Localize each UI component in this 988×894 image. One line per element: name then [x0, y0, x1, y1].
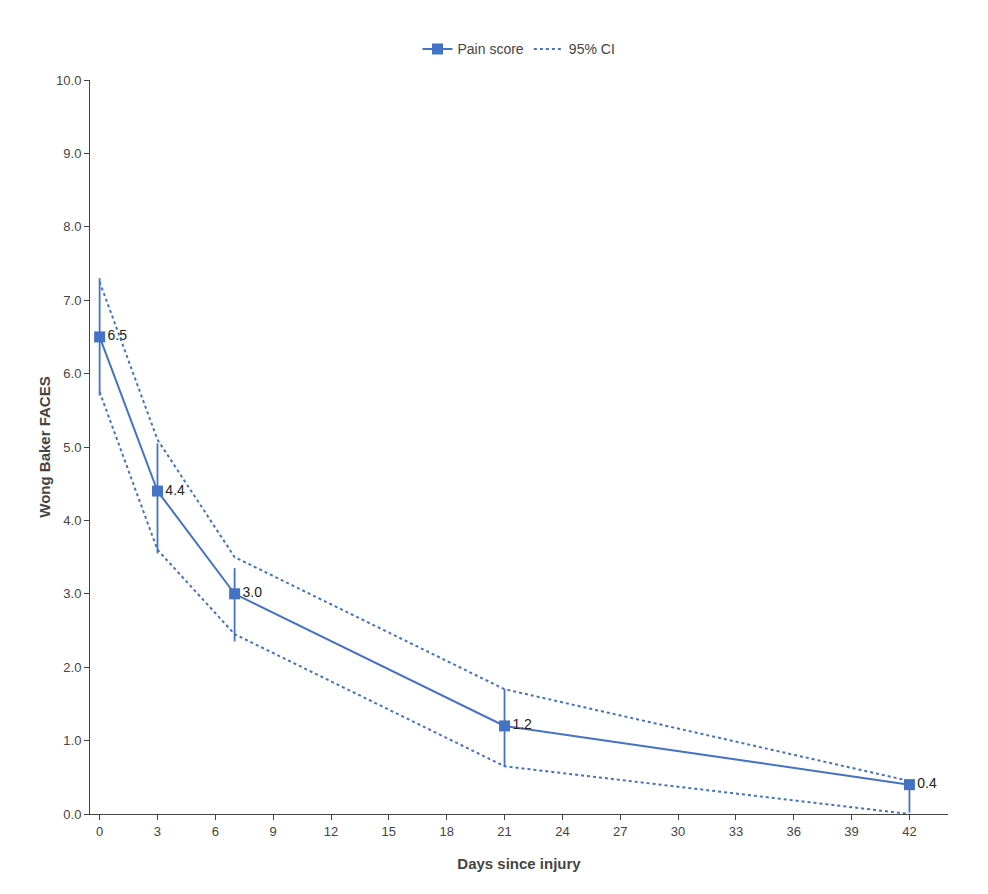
svg-text:5.0: 5.0 — [63, 440, 81, 455]
svg-text:95% CI: 95% CI — [569, 41, 615, 57]
svg-text:3.0: 3.0 — [63, 586, 81, 601]
svg-text:9: 9 — [270, 824, 277, 839]
svg-text:12: 12 — [324, 824, 338, 839]
svg-text:36: 36 — [787, 824, 801, 839]
svg-text:1.0: 1.0 — [63, 733, 81, 748]
svg-text:8.0: 8.0 — [63, 219, 81, 234]
svg-text:0.0: 0.0 — [63, 807, 81, 822]
svg-text:0.4: 0.4 — [917, 775, 937, 791]
svg-text:18: 18 — [439, 824, 453, 839]
svg-text:10.0: 10.0 — [56, 73, 81, 88]
svg-text:30: 30 — [671, 824, 685, 839]
svg-text:3: 3 — [154, 824, 161, 839]
svg-text:6: 6 — [212, 824, 219, 839]
svg-text:2.0: 2.0 — [63, 660, 81, 675]
svg-text:Days since injury: Days since injury — [457, 855, 581, 872]
svg-text:9.0: 9.0 — [63, 146, 81, 161]
svg-text:6.5: 6.5 — [108, 327, 128, 343]
svg-text:33: 33 — [729, 824, 743, 839]
svg-text:39: 39 — [844, 824, 858, 839]
svg-text:4.0: 4.0 — [63, 513, 81, 528]
svg-text:1.2: 1.2 — [512, 716, 532, 732]
svg-text:24: 24 — [555, 824, 569, 839]
svg-text:7.0: 7.0 — [63, 293, 81, 308]
svg-text:27: 27 — [613, 824, 627, 839]
svg-text:Pain score: Pain score — [458, 41, 524, 57]
svg-text:3.0: 3.0 — [242, 584, 262, 600]
svg-text:21: 21 — [497, 824, 511, 839]
svg-text:Wong Baker FACES: Wong Baker FACES — [36, 376, 53, 517]
svg-text:4.4: 4.4 — [165, 482, 185, 498]
svg-text:42: 42 — [902, 824, 916, 839]
svg-text:6.0: 6.0 — [63, 366, 81, 381]
svg-text:0: 0 — [96, 824, 103, 839]
svg-text:15: 15 — [382, 824, 396, 839]
